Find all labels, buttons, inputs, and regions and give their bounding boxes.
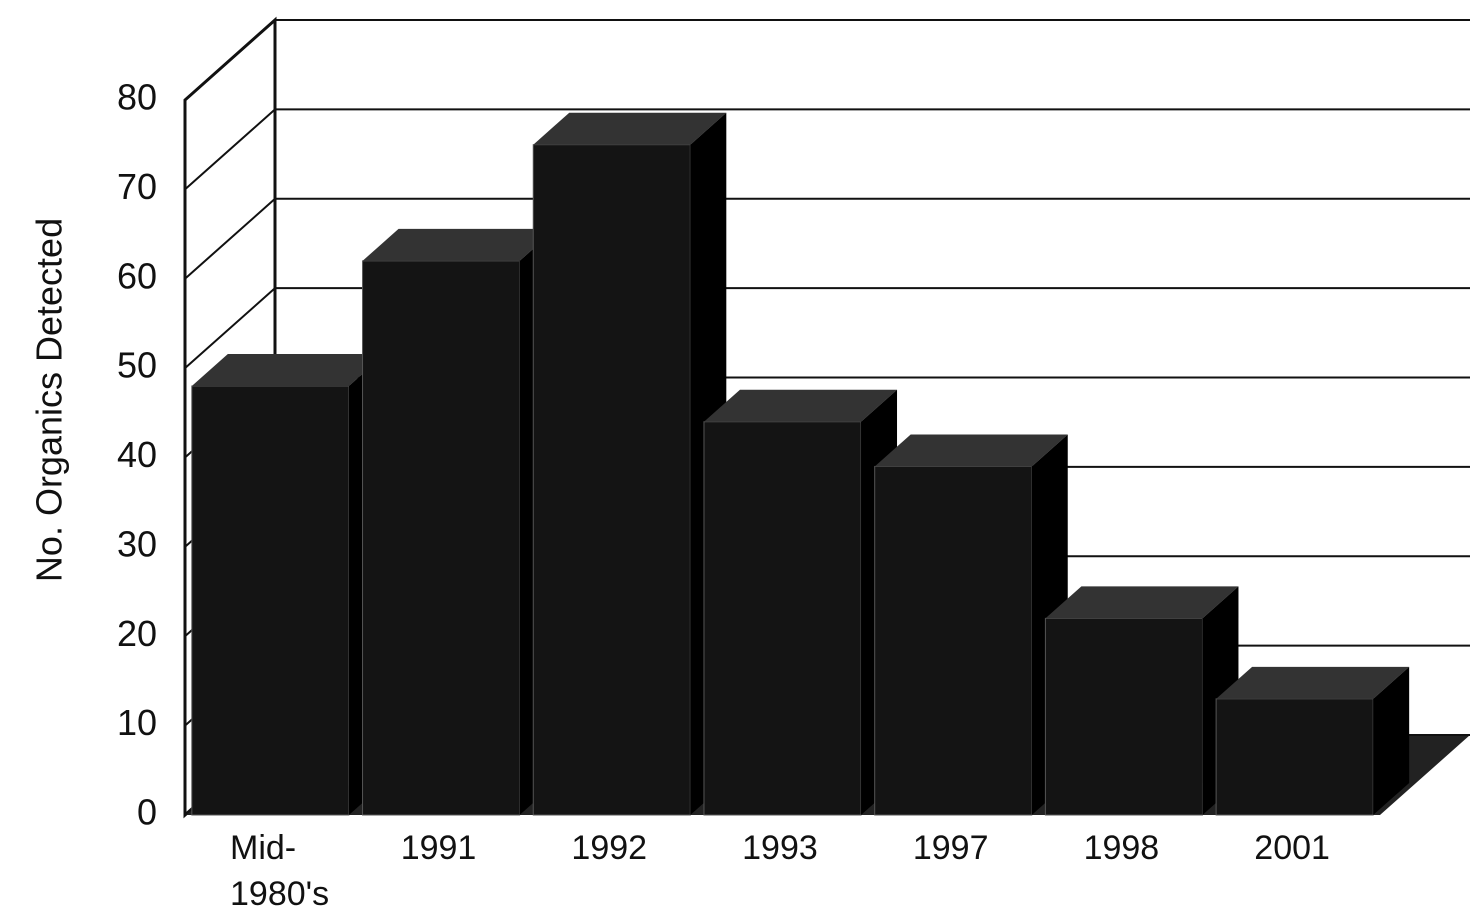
y-tick-label: 80	[117, 77, 157, 118]
grid-line	[184, 19, 1470, 101]
y-tick-label: 50	[117, 345, 157, 386]
bar	[362, 228, 556, 816]
grid-line	[184, 287, 1470, 369]
x-tick-label: 2001	[1254, 829, 1330, 867]
x-tick-label: 1992	[571, 829, 648, 867]
bar-top	[362, 228, 556, 261]
bar-front	[1215, 698, 1374, 816]
bar-top	[191, 354, 385, 386]
x-tick-label: 1993	[742, 829, 818, 867]
bar	[1044, 586, 1239, 816]
y-tick-label: 40	[117, 434, 157, 475]
bar-front	[532, 144, 691, 816]
x-tick-label: 1998	[1083, 829, 1160, 867]
bar	[191, 354, 385, 816]
bar-top	[1216, 666, 1410, 699]
x-tick-label: 1997	[912, 829, 989, 867]
bar	[1215, 666, 1410, 816]
bar-front	[191, 385, 350, 816]
bar	[532, 112, 727, 816]
bar-side	[1373, 666, 1410, 815]
grid-line	[184, 197, 1470, 280]
bar-front	[1044, 617, 1203, 816]
bar-front	[703, 421, 862, 816]
x-tick-label: Mid- 1980's	[230, 829, 330, 913]
grid-line	[184, 108, 1470, 191]
bar-front	[874, 465, 1033, 816]
y-axis-label: No. Organics Detected	[29, 218, 70, 582]
bar-top	[703, 389, 898, 422]
bar	[874, 434, 1068, 816]
x-tick-label: 1991	[400, 829, 477, 867]
y-tick-label: 70	[117, 166, 157, 207]
bar-top	[1045, 586, 1239, 619]
bar-top	[533, 112, 727, 145]
y-tick-label: 30	[117, 523, 157, 564]
bar-top	[874, 434, 1068, 467]
bar-front	[362, 260, 521, 816]
y-tick-label: 20	[117, 613, 157, 654]
y-tick-label: 60	[117, 255, 157, 296]
y-tick-label: 10	[117, 702, 157, 743]
y-tick-label: 0	[137, 792, 157, 833]
bar	[703, 389, 898, 816]
